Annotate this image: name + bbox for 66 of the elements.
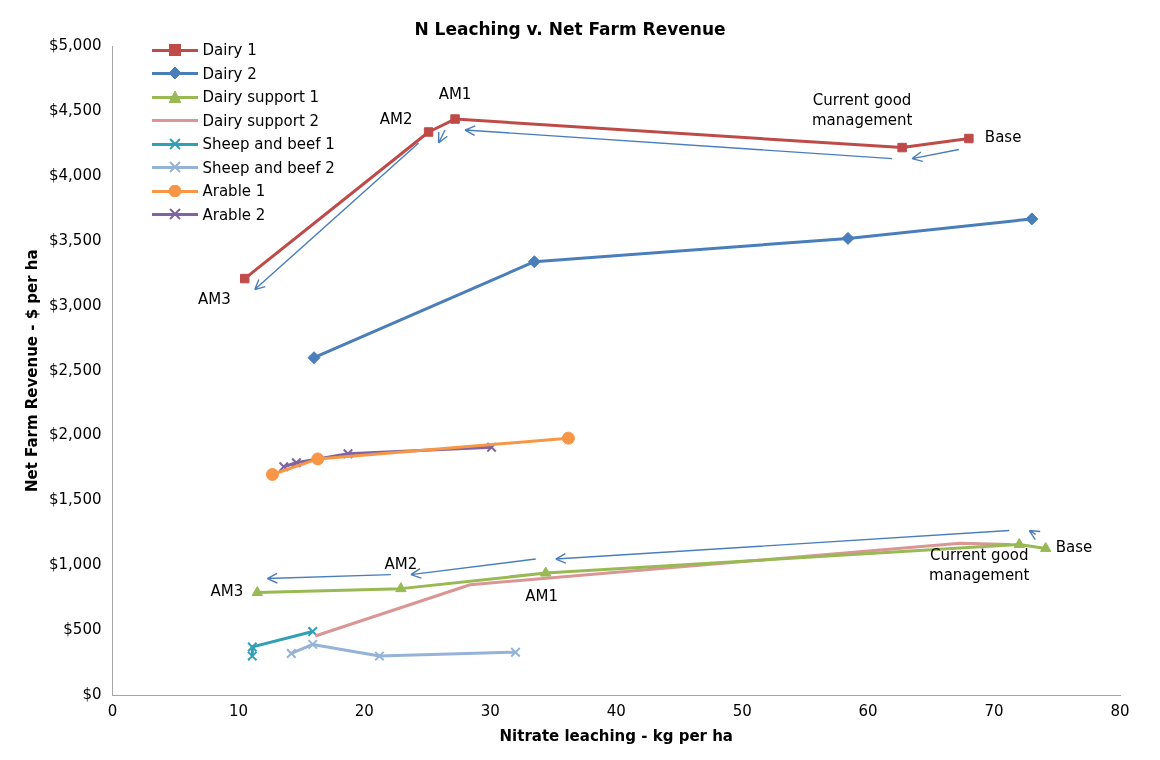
point [897, 142, 907, 153]
y-tick-label: $500 [63, 620, 102, 639]
annotation: AM3 [210, 582, 244, 601]
point [239, 273, 250, 284]
point [1040, 541, 1052, 552]
y-tick-label: $1,000 [48, 555, 102, 574]
point [286, 648, 297, 659]
legend-label: Arable 2 [202, 205, 266, 224]
legend-label: Dairy support 1 [202, 88, 320, 107]
x-tick-label: 20 [354, 701, 374, 720]
annotation: AM2 [379, 109, 413, 128]
y-axis-title: Net Farm Revenue - $ per ha [22, 249, 41, 493]
point [450, 114, 460, 124]
legend-label: Sheep and beef 1 [202, 135, 335, 154]
y-tick-label: $5,000 [48, 36, 102, 55]
annotation: Current good management [811, 91, 913, 130]
x-tick-label: 0 [107, 701, 118, 720]
x-axis-title: Nitrate leaching - kg per ha [499, 726, 733, 745]
point [423, 127, 434, 137]
annotation: Current good management [929, 546, 1030, 585]
point [307, 639, 318, 650]
point [307, 351, 321, 365]
point [307, 626, 318, 637]
point [311, 452, 325, 466]
point [540, 566, 552, 577]
x-tick-label: 60 [858, 701, 878, 720]
point [1013, 538, 1025, 549]
chart-title: N Leaching v. Net Farm Revenue [414, 18, 726, 39]
annotation: AM3 [197, 290, 231, 309]
point [510, 646, 521, 658]
annotation: AM2 [384, 554, 418, 573]
point [561, 431, 575, 445]
y-tick-label: $3,500 [48, 230, 102, 249]
y-tick-label: $2,500 [48, 360, 102, 379]
point [265, 467, 279, 481]
y-tick-label: $1,500 [48, 490, 102, 509]
annotation: AM1 [438, 84, 472, 103]
point [374, 650, 385, 662]
y-tick-label: $4,000 [48, 166, 102, 185]
point [291, 457, 302, 469]
point [1025, 212, 1039, 226]
annotation: AM1 [525, 586, 559, 605]
y-tick-label: $3,000 [48, 295, 102, 314]
legend-label: Dairy 1 [202, 41, 257, 60]
x-tick-label: 40 [606, 701, 626, 720]
y-tick-label: $0 [82, 684, 102, 703]
annotation: Base [1055, 538, 1093, 557]
point [527, 255, 541, 269]
x-tick-label: 50 [732, 701, 752, 720]
annotation: Base [984, 128, 1022, 147]
legend-label: Dairy support 2 [202, 111, 320, 130]
legend-label: Sheep and beef 2 [202, 158, 335, 177]
y-tick-label: $2,000 [48, 425, 102, 444]
x-tick-label: 30 [480, 701, 500, 720]
point [251, 586, 264, 597]
x-tick-label: 80 [1110, 701, 1130, 720]
point [964, 133, 974, 144]
legend-label: Dairy 2 [202, 64, 257, 83]
x-tick-label: 10 [228, 701, 248, 720]
point [342, 448, 354, 459]
point [278, 461, 290, 472]
y-tick-label: $4,500 [48, 101, 102, 120]
point [395, 582, 407, 593]
point [841, 231, 855, 245]
legend-label: Arable 1 [202, 182, 266, 201]
x-tick-label: 70 [984, 701, 1004, 720]
